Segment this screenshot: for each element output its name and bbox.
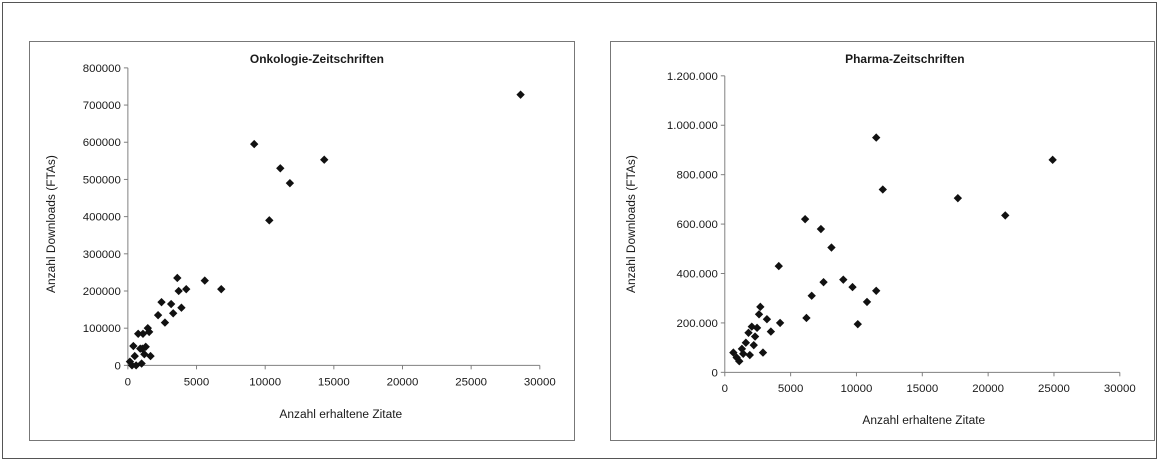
data-point bbox=[750, 332, 760, 341]
y-tick-label: 200.000 bbox=[676, 318, 717, 330]
data-point bbox=[137, 359, 146, 368]
y-tick-label: 300000 bbox=[83, 249, 121, 261]
data-point bbox=[853, 319, 862, 329]
scatter-chart-oncology: Onkologie-Zeitschriften 0100000200000300… bbox=[44, 52, 556, 421]
x-axis-label: Anzahl erhaltene Zitate bbox=[862, 413, 985, 427]
y-axis-label: Anzahl Downloads (FTAs) bbox=[44, 155, 58, 293]
data-point bbox=[182, 284, 191, 294]
data-point bbox=[174, 286, 183, 296]
chart-panel-pharma: Pharma-Zeitschriften 0 200.000 400.000 600.… bbox=[610, 41, 1155, 441]
x-axis-label: Anzahl erhaltene Zitate bbox=[279, 407, 402, 421]
data-point bbox=[807, 291, 816, 300]
scatter-chart-pharma: Pharma-Zeitschriften 0 200.000 400.000 600.… bbox=[624, 52, 1136, 427]
data-point bbox=[756, 302, 765, 312]
chart-title: Onkologie-Zeitschriften bbox=[250, 52, 384, 66]
y-tick-label: 1.200.000 bbox=[667, 71, 718, 83]
data-point bbox=[878, 185, 887, 194]
data-point bbox=[129, 341, 138, 351]
y-tick-label: 1.000.000 bbox=[667, 120, 718, 132]
data-point bbox=[131, 361, 141, 370]
data-point bbox=[146, 351, 155, 361]
data-point bbox=[157, 297, 166, 307]
data-point bbox=[143, 324, 152, 333]
data-point bbox=[265, 216, 274, 225]
data-point bbox=[133, 329, 143, 338]
y-tick-label: 600000 bbox=[83, 137, 121, 149]
data-point bbox=[1001, 211, 1010, 220]
data-point bbox=[169, 309, 178, 318]
data-point bbox=[872, 286, 881, 295]
data-point bbox=[160, 318, 170, 327]
data-point bbox=[816, 224, 826, 234]
data-point bbox=[138, 329, 148, 338]
data-point bbox=[800, 214, 810, 224]
data-point bbox=[173, 273, 182, 283]
data-point bbox=[177, 303, 186, 312]
data-point bbox=[839, 275, 848, 284]
data-point bbox=[754, 310, 764, 319]
data-point bbox=[250, 139, 259, 149]
data-point bbox=[848, 282, 857, 292]
x-tick-label: 10000 bbox=[249, 376, 281, 388]
x-tick-label: 25000 bbox=[455, 376, 487, 388]
x-tick-label: 30000 bbox=[524, 376, 556, 388]
x-tick-label: 20000 bbox=[387, 376, 419, 388]
y-tick-label: 500000 bbox=[83, 174, 121, 186]
x-tick-label: 30000 bbox=[1104, 383, 1136, 395]
y-axis-label: Anzahl Downloads (FTAs) bbox=[624, 155, 638, 293]
x-tick-label: 5000 bbox=[778, 383, 803, 395]
data-point bbox=[320, 155, 329, 164]
data-point bbox=[144, 327, 154, 337]
x-tick-label: 0 bbox=[722, 383, 728, 395]
y-tick-label: 0 bbox=[115, 360, 121, 372]
data-point bbox=[141, 342, 150, 351]
data-point bbox=[744, 328, 753, 337]
data-point bbox=[762, 315, 772, 324]
data-point bbox=[741, 338, 751, 347]
data-point bbox=[1048, 155, 1057, 165]
y-tick-label: 100000 bbox=[83, 323, 121, 335]
x-tick-label: 15000 bbox=[906, 383, 938, 395]
x-tick-label: 25000 bbox=[1038, 383, 1070, 395]
data-point bbox=[200, 276, 209, 285]
data-point bbox=[217, 284, 226, 294]
y-tick-label: 700000 bbox=[83, 100, 121, 112]
data-point bbox=[774, 261, 783, 271]
chart-title: Pharma-Zeitschriften bbox=[845, 52, 964, 66]
y-tick-label: 800.000 bbox=[676, 170, 717, 182]
data-point bbox=[827, 243, 836, 252]
x-tick-label: 15000 bbox=[318, 376, 350, 388]
data-point bbox=[872, 133, 881, 142]
x-tick-label: 10000 bbox=[841, 383, 873, 395]
x-tick-label: 0 bbox=[125, 376, 131, 388]
x-tick-label: 20000 bbox=[972, 383, 1004, 395]
data-point bbox=[140, 350, 149, 359]
data-point bbox=[819, 277, 828, 287]
data-point bbox=[516, 90, 525, 99]
y-tick-label: 0 bbox=[711, 367, 717, 379]
y-tick-label: 600.000 bbox=[676, 219, 717, 231]
data-point bbox=[766, 327, 776, 336]
x-tick-label: 5000 bbox=[184, 376, 209, 388]
y-tick-label: 200000 bbox=[83, 286, 121, 298]
data-point bbox=[775, 318, 785, 328]
chart-panel-oncology: Onkologie-Zeitschriften 0 100000 200000 300… bbox=[29, 41, 575, 441]
data-point bbox=[758, 348, 768, 357]
data-point bbox=[153, 310, 163, 320]
data-point bbox=[749, 340, 758, 350]
data-point bbox=[745, 350, 754, 360]
data-point bbox=[862, 297, 872, 307]
data-point bbox=[953, 193, 963, 203]
y-tick-label: 800000 bbox=[83, 63, 121, 75]
data-point bbox=[130, 351, 139, 361]
data-point bbox=[285, 178, 295, 188]
y-tick-label: 400000 bbox=[83, 212, 121, 224]
data-point bbox=[276, 164, 285, 173]
data-point bbox=[802, 313, 811, 323]
y-tick-label: 400.000 bbox=[676, 268, 717, 280]
data-point bbox=[166, 299, 176, 309]
